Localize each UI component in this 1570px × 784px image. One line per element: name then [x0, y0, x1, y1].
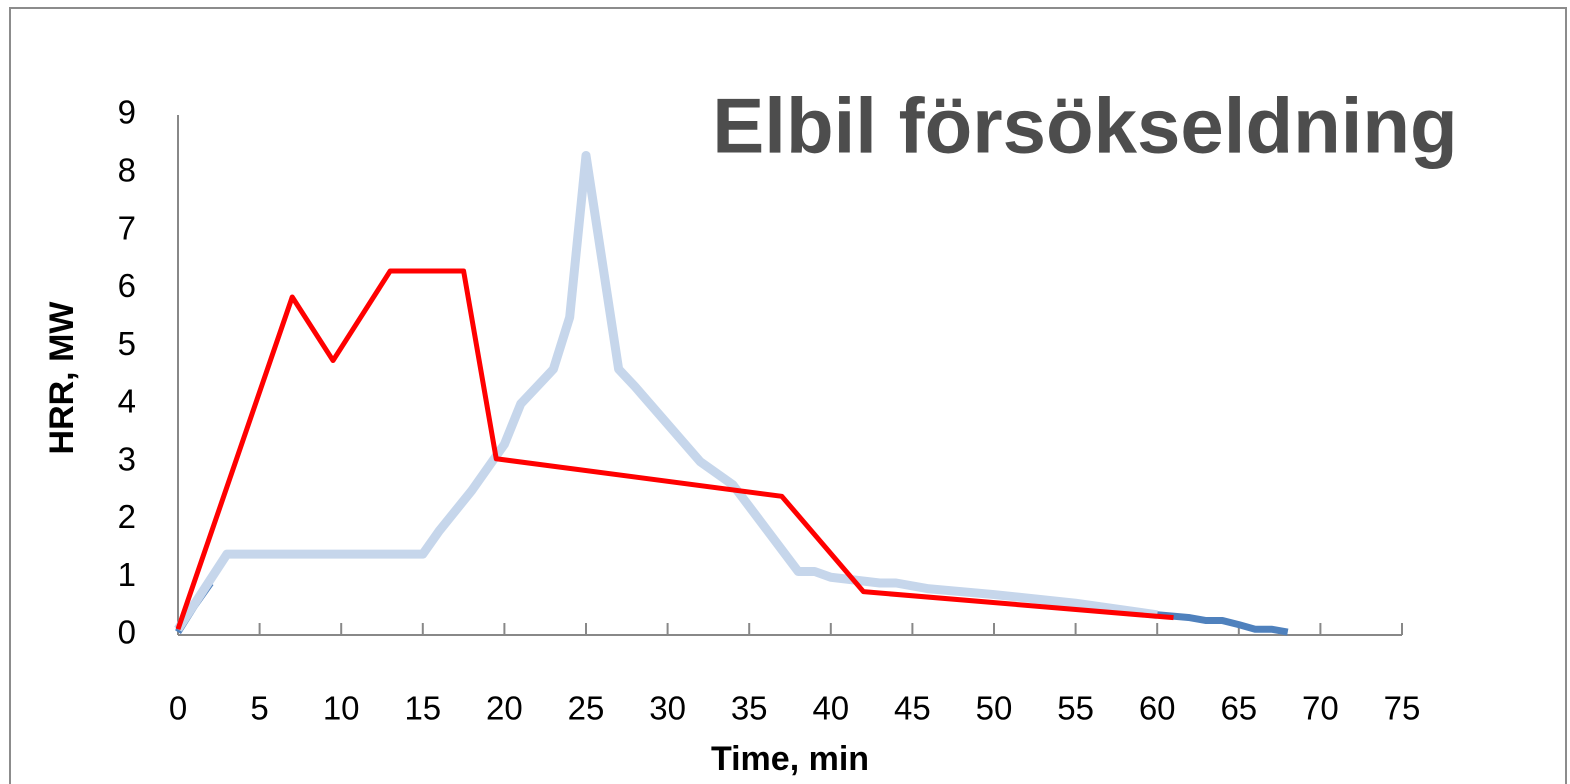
x-axis-label: Time, min — [711, 740, 869, 778]
x-tick-label: 30 — [649, 690, 686, 727]
series-line — [175, 268, 1174, 631]
x-tick-label: 75 — [1384, 690, 1421, 727]
series-line — [174, 150, 1158, 632]
x-tick-label: 25 — [568, 690, 605, 727]
x-tick-label: 70 — [1302, 690, 1339, 727]
y-tick-label: 3 — [118, 440, 136, 477]
x-tick-label: 10 — [323, 690, 360, 727]
x-tick-label: 20 — [486, 690, 523, 727]
y-tick-label: 4 — [118, 383, 136, 420]
x-tick-label: 5 — [250, 690, 268, 727]
x-tick-label: 55 — [1057, 690, 1094, 727]
x-tick-label: 65 — [1220, 690, 1257, 727]
x-tick-label: 60 — [1139, 690, 1176, 727]
x-tick-label: 35 — [731, 690, 768, 727]
x-tick-label: 15 — [404, 690, 441, 727]
chart-title: Elbil försökseldning — [712, 82, 1457, 170]
y-tick-label: 7 — [118, 209, 136, 246]
y-axis-label: HRR, MW — [43, 301, 81, 455]
x-tick-label: 45 — [894, 690, 931, 727]
y-tick-label: 6 — [118, 267, 136, 304]
y-tick-label: 1 — [118, 556, 136, 593]
y-tick-label: 9 — [118, 94, 136, 131]
x-tick-label: 50 — [976, 690, 1013, 727]
frame — [9, 7, 1567, 784]
y-tick-label: 8 — [118, 151, 136, 188]
x-tick-label: 0 — [169, 690, 187, 727]
y-tick-label: 0 — [118, 614, 136, 651]
y-tick-label: 2 — [118, 498, 136, 535]
x-tick-label: 40 — [812, 690, 849, 727]
y-tick-label: 5 — [118, 325, 136, 362]
